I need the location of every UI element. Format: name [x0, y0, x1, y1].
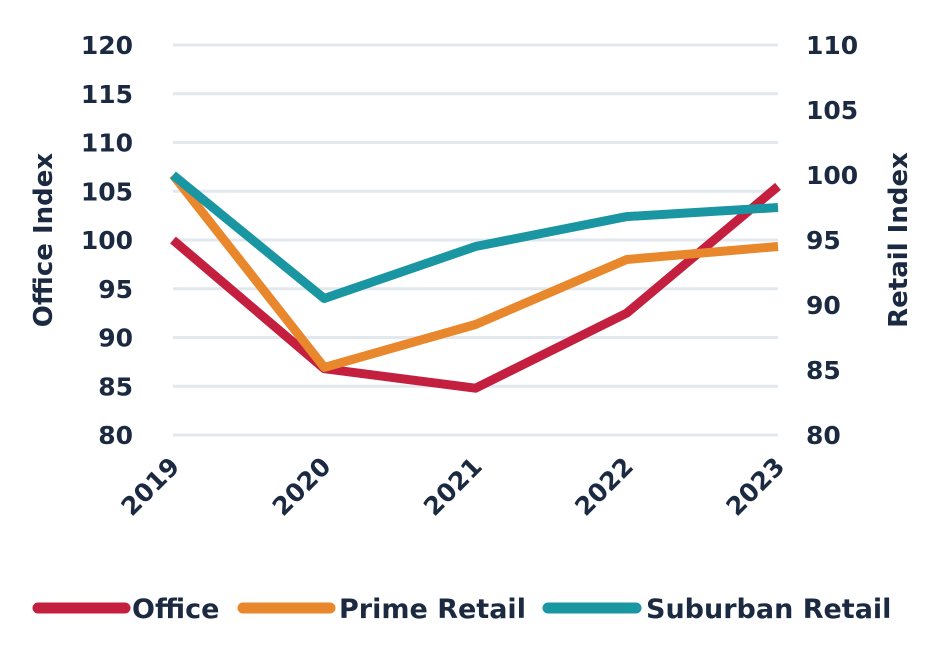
left-tick-label: 100	[81, 226, 133, 255]
right-axis-ticks: 80 85 90 95 100 105 110	[806, 31, 858, 450]
legend-label: Suburban Retail	[646, 594, 891, 625]
series-line-prime-retail	[169, 172, 779, 372]
series-line-office	[170, 182, 781, 393]
series-lines	[169, 171, 781, 393]
left-tick-label: 110	[81, 129, 133, 158]
series-line-suburban-retail	[170, 171, 779, 303]
x-tick-label: 2021	[418, 452, 488, 522]
left-tick-label: 90	[98, 324, 133, 353]
gridlines	[173, 43, 778, 437]
right-tick-label: 95	[806, 226, 841, 255]
right-tick-label: 100	[806, 161, 858, 190]
left-tick-label: 80	[98, 421, 133, 450]
left-tick-label: 105	[81, 177, 133, 206]
right-axis-label: Retail Index	[884, 152, 914, 328]
x-tick-label: 2023	[721, 452, 791, 522]
left-tick-label: 120	[81, 31, 133, 60]
legend-label: Office	[132, 594, 219, 625]
left-axis-ticks: 80 85 90 95 100 105 110 115 120	[81, 31, 133, 450]
legend-label: Prime Retail	[339, 594, 526, 625]
x-tick-label: 2022	[569, 452, 639, 522]
right-tick-label: 80	[806, 421, 841, 450]
x-tick-label: 2019	[116, 452, 186, 522]
left-tick-label: 95	[98, 275, 133, 304]
legend: Office Prime Retail Suburban Retail	[32, 594, 891, 625]
right-tick-label: 90	[806, 291, 841, 320]
x-tick-label: 2020	[267, 452, 337, 522]
right-tick-label: 85	[806, 356, 841, 385]
right-tick-label: 105	[806, 96, 858, 125]
x-axis-ticks: 2019 2020 2021 2022 2023	[116, 452, 791, 522]
left-axis-label: Office Index	[29, 153, 59, 328]
right-tick-label: 110	[806, 31, 858, 60]
left-tick-label: 85	[98, 372, 133, 401]
left-tick-label: 115	[81, 80, 133, 109]
